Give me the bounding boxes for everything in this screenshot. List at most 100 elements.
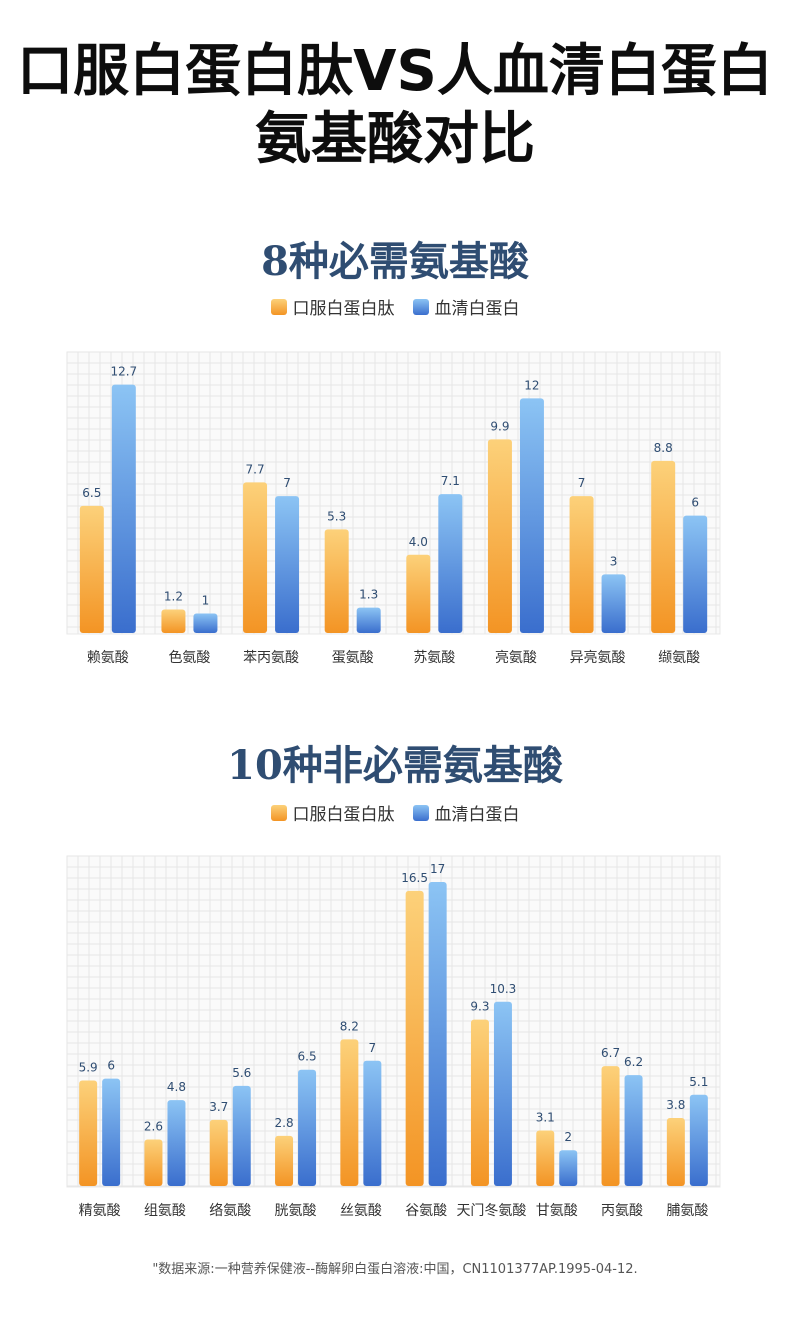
bar-serum-albumin: [438, 494, 463, 633]
page-title-line-1: 口服白蛋白肽VS人血清白蛋白: [17, 39, 773, 104]
legend-swatch-orange: [270, 298, 287, 315]
bar-value-label: 6: [691, 496, 699, 510]
bar-serum-albumin: [624, 1075, 643, 1186]
bar-oral-peptide: [324, 529, 349, 633]
chart2-nonessential-amino-acids: 5.9 6 精氨酸 2.6 4.8 组氨酸 3.7 5.6 络氨酸 2.8 6.5 胱氨酸 8.2 7 丝氨…: [66, 855, 721, 1219]
bar-value-label: 7.1: [441, 474, 460, 488]
bar-serum-albumin: [559, 1150, 578, 1186]
bar-value-label: 17: [430, 862, 445, 876]
bar-value-label: 6.5: [298, 1050, 317, 1064]
legend-label-series-a: 口服白蛋白肽: [292, 805, 395, 825]
data-source-footnote: "数据来源:一种营养保健液--酶解卵白蛋白溶液:中国，CN1101377AP.1…: [152, 1262, 638, 1277]
bar-value-label: 5.9: [79, 1060, 98, 1074]
bar-value-label: 7: [283, 476, 291, 490]
bar-value-label: 10.3: [490, 982, 517, 996]
category-label: 丝氨酸: [340, 1203, 382, 1219]
bar-serum-albumin: [601, 574, 626, 633]
bar-value-label: 9.9: [490, 419, 509, 433]
bar-serum-albumin: [102, 1078, 121, 1186]
bar-serum-albumin: [519, 398, 544, 633]
legend-item-series-a: 口服白蛋白肽: [270, 800, 395, 825]
category-label: 赖氨酸: [87, 650, 129, 666]
bar-value-label: 4.8: [167, 1080, 186, 1094]
bar-value-label: 5.6: [232, 1066, 251, 1080]
bar-value-label: 2.6: [144, 1119, 163, 1133]
bar-value-label: 7: [369, 1041, 377, 1055]
bar-serum-albumin: [298, 1069, 317, 1186]
category-label: 色氨酸: [168, 649, 210, 666]
bar-serum-albumin: [232, 1085, 251, 1186]
category-label: 胱氨酸: [275, 1203, 317, 1219]
bar-value-label: 12: [524, 378, 539, 392]
bar-serum-albumin: [356, 607, 381, 633]
category-label: 苏氨酸: [413, 650, 455, 666]
bar-oral-peptide: [487, 439, 512, 633]
bar-value-label: 1.2: [164, 590, 183, 604]
bar-value-label: 7: [578, 476, 586, 490]
bar-serum-albumin: [689, 1094, 708, 1186]
bar-value-label: 3.8: [666, 1098, 685, 1112]
bar-value-label: 6.2: [624, 1055, 643, 1069]
bar-oral-peptide: [79, 1080, 98, 1186]
category-label: 苯丙氨酸: [243, 649, 299, 666]
chart2-title: 10种非必需氨基酸: [227, 742, 563, 789]
legend-swatch-orange: [270, 804, 287, 821]
bar-value-label: 2.8: [275, 1116, 294, 1130]
category-label: 脯氨酸: [666, 1203, 708, 1219]
bar-value-label: 1: [202, 593, 210, 607]
bar-value-label: 3.7: [209, 1100, 228, 1114]
category-label: 精氨酸: [79, 1203, 121, 1219]
legend-label-series-b: 血清白蛋白: [434, 299, 520, 319]
legend-swatch-blue: [412, 804, 429, 821]
bar-serum-albumin: [493, 1001, 512, 1186]
page-title-line-2: 氨基酸对比: [255, 107, 535, 172]
bar-oral-peptide: [209, 1119, 228, 1186]
bar-value-label: 5.3: [327, 509, 346, 523]
category-label: 异亮氨酸: [570, 649, 626, 666]
bar-oral-peptide: [243, 482, 268, 633]
bar-value-label: 7.7: [246, 462, 265, 476]
bar-oral-peptide: [536, 1130, 555, 1186]
chart1-title: 8种必需氨基酸: [261, 238, 529, 285]
bar-value-label: 16.5: [401, 871, 428, 885]
legend-item-series-b: 血清白蛋白: [412, 294, 520, 319]
category-label: 谷氨酸: [405, 1203, 447, 1219]
bar-oral-peptide: [405, 890, 424, 1186]
legend-label-series-a: 口服白蛋白肽: [292, 299, 395, 319]
bar-oral-peptide: [275, 1135, 294, 1186]
bar-oral-peptide: [161, 609, 186, 633]
bar-oral-peptide: [340, 1039, 359, 1186]
category-label: 组氨酸: [144, 1203, 186, 1219]
category-label: 蛋氨酸: [332, 650, 374, 666]
bar-oral-peptide: [144, 1139, 163, 1186]
bar-value-label: 9.3: [470, 1000, 489, 1014]
bar-serum-albumin: [428, 881, 447, 1186]
bar-value-label: 6.5: [82, 486, 101, 500]
bar-value-label: 8.8: [654, 441, 673, 455]
chart1-legend: 口服白蛋白肽 血清白蛋白: [0, 294, 790, 319]
bar-serum-albumin: [363, 1060, 382, 1186]
category-label: 天门冬氨酸: [456, 1203, 526, 1219]
bar-oral-peptide: [569, 496, 594, 633]
category-label: 甘氨酸: [536, 1203, 578, 1219]
bar-oral-peptide: [666, 1118, 685, 1186]
category-label: 丙氨酸: [601, 1203, 643, 1219]
bar-value-label: 3: [610, 554, 618, 568]
chart1-essential-amino-acids: 6.5 12.7 赖氨酸 1.2 1 色氨酸 7.7 7 苯丙氨酸 5.3 1.3 蛋氨酸 4.0 7.1…: [66, 351, 721, 666]
bar-value-label: 1.3: [359, 588, 378, 602]
bar-value-label: 3.1: [536, 1111, 555, 1125]
bar-value-label: 12.7: [110, 365, 137, 379]
bar-value-label: 8.2: [340, 1019, 359, 1033]
bar-oral-peptide: [601, 1066, 620, 1186]
bar-serum-albumin: [275, 496, 300, 633]
bar-oral-peptide: [470, 1019, 489, 1186]
chart2-legend: 口服白蛋白肽 血清白蛋白: [0, 800, 790, 825]
legend-label-series-b: 血清白蛋白: [434, 805, 520, 825]
bar-value-label: 2: [564, 1130, 572, 1144]
bar-oral-peptide: [651, 460, 676, 633]
bar-oral-peptide: [79, 505, 104, 633]
bar-serum-albumin: [111, 384, 136, 633]
bar-value-label: 6: [107, 1059, 115, 1073]
category-label: 亮氨酸: [495, 649, 537, 666]
category-label: 络氨酸: [209, 1203, 251, 1219]
